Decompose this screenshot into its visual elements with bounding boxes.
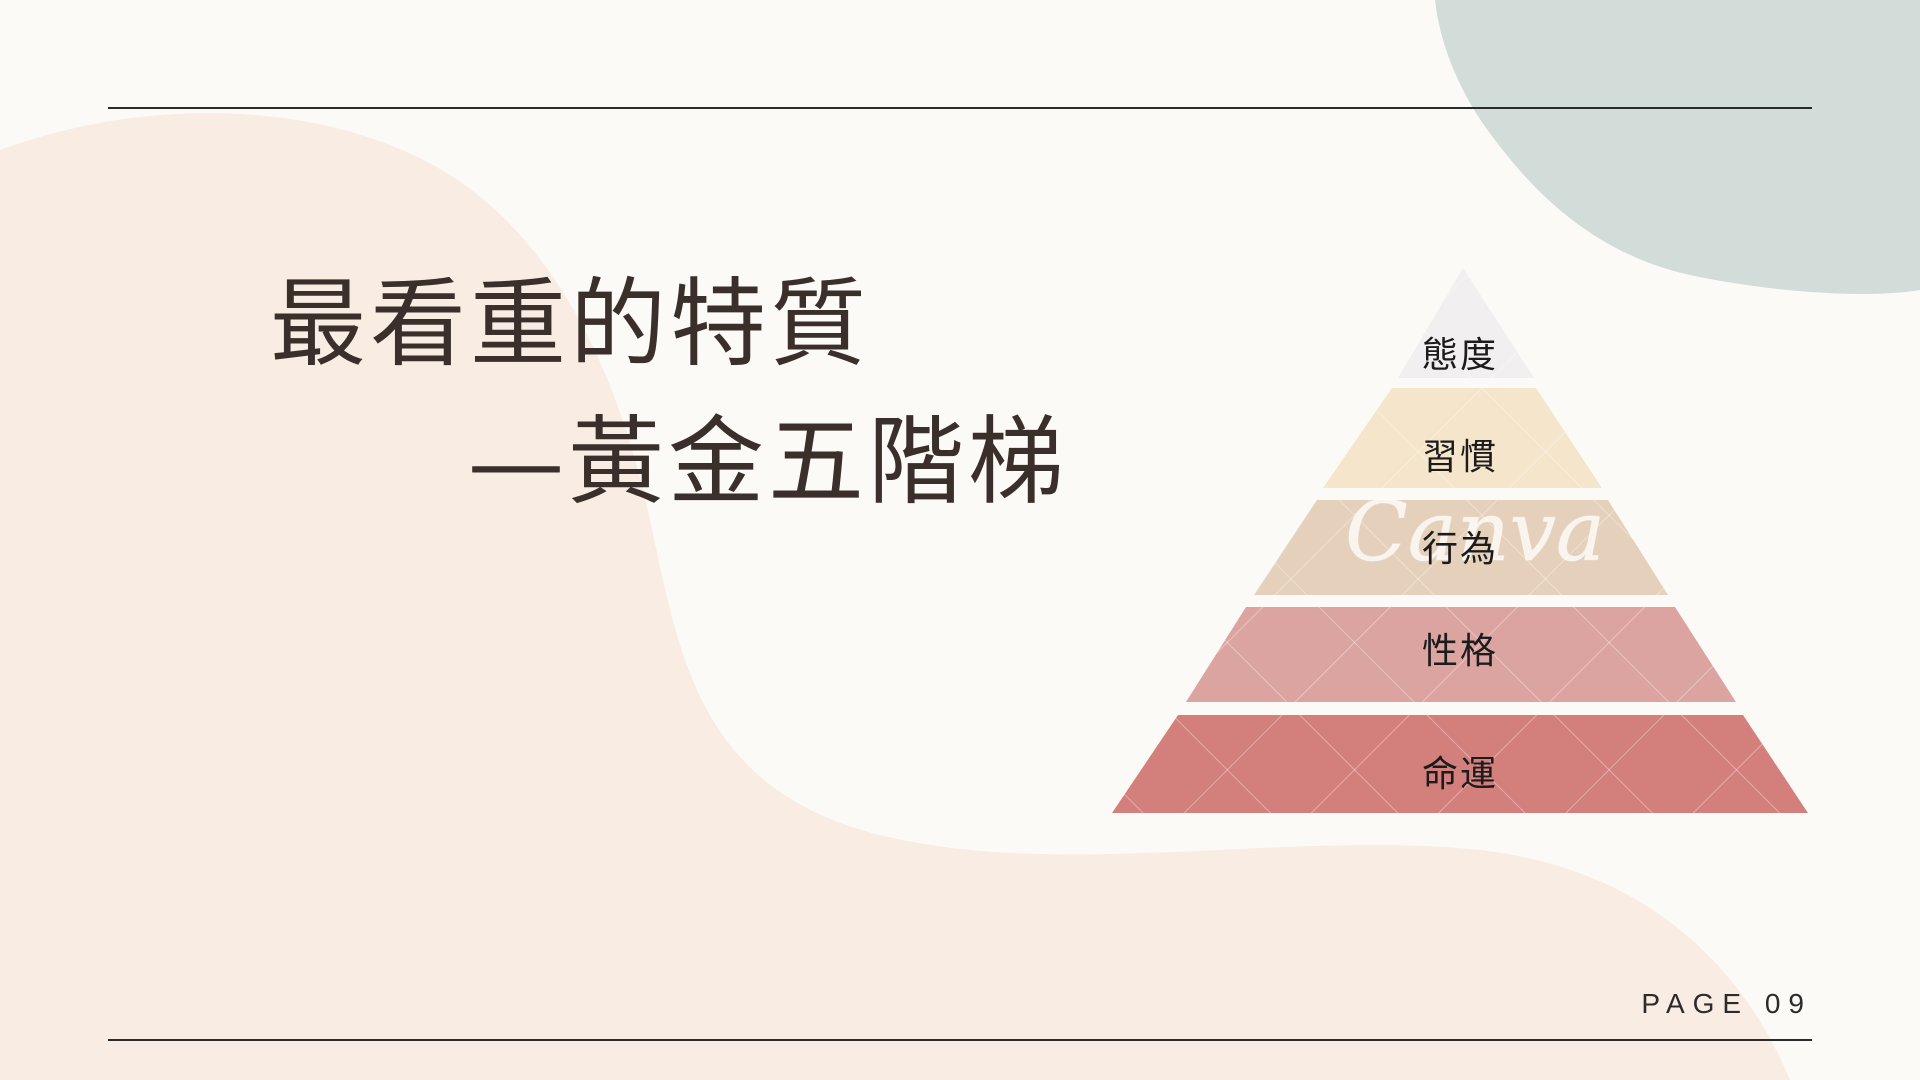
pyramid-tier-4 bbox=[1186, 607, 1736, 702]
pyramid-label-behavior: 行為 bbox=[1421, 529, 1498, 570]
pyramid-label-attitude: 態度 bbox=[1421, 335, 1498, 376]
top-rule bbox=[108, 107, 1812, 109]
pyramid-tier-2 bbox=[1323, 388, 1602, 488]
pyramid-label-habit: 習慣 bbox=[1421, 437, 1498, 478]
peach-blob-shape bbox=[0, 113, 1790, 1080]
pyramid-tier-1 bbox=[1398, 268, 1534, 378]
slide-title: 最看重的特質 —黃金五階梯 bbox=[270, 255, 1170, 531]
pyramid-label-character: 性格 bbox=[1421, 631, 1498, 672]
canva-watermark: Canva bbox=[1345, 485, 1605, 580]
bottom-rule bbox=[108, 1039, 1812, 1041]
page-number: PAGE 09 bbox=[1641, 988, 1812, 1019]
pyramid-diagram: Canva 態度 習慣 行為 性格 命運 bbox=[1100, 260, 1820, 820]
pyramid-tier-3 bbox=[1254, 500, 1668, 595]
pyramid-label-destiny: 命運 bbox=[1421, 754, 1498, 795]
title-line-2: —黃金五階梯 bbox=[468, 406, 1068, 518]
title-line-1: 最看重的特質 bbox=[270, 268, 870, 380]
pyramid-tier-5 bbox=[1112, 715, 1808, 813]
sage-blob-shape bbox=[1435, 0, 1920, 295]
